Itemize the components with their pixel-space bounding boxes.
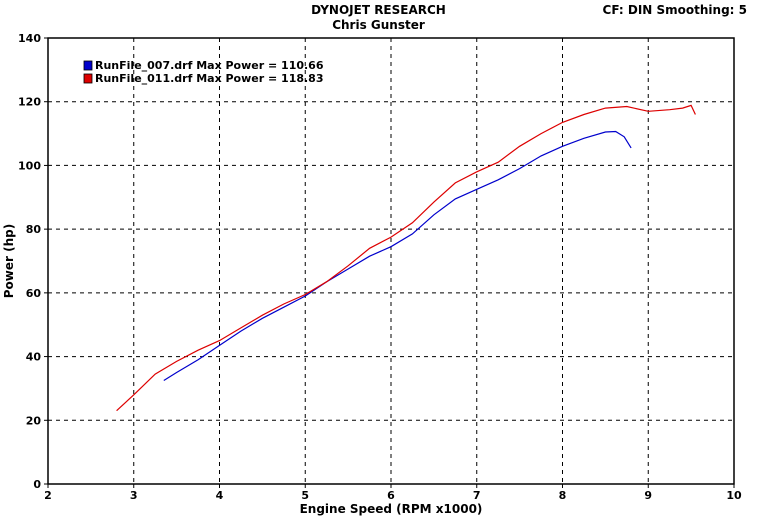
y-tick-label: 100: [18, 159, 41, 172]
grid: [48, 38, 734, 484]
legend: RunFile_007.drf Max Power = 110.66RunFil…: [83, 59, 324, 85]
y-axis-label: Power (hp): [2, 224, 16, 298]
y-tick-label: 80: [26, 223, 42, 236]
y-tick-label: 60: [26, 287, 42, 300]
correction-factor-info: CF: DIN Smoothing: 5: [602, 3, 747, 17]
x-tick-label: 3: [130, 489, 138, 502]
legend-label: RunFile_011.drf Max Power = 118.83: [95, 72, 324, 85]
x-tick-label: 2: [44, 489, 52, 502]
x-tick-label: 8: [559, 489, 567, 502]
y-tick-label: 0: [33, 478, 41, 491]
legend-label: RunFile_007.drf Max Power = 110.66: [95, 59, 324, 72]
series-line-2: [116, 104, 696, 412]
x-tick-label: 7: [473, 489, 481, 502]
x-tick-label: 10: [726, 489, 742, 502]
y-tick-label: 40: [26, 351, 42, 364]
chart-title: DYNOJET RESEARCH: [311, 3, 446, 17]
legend-swatch: [83, 60, 93, 71]
y-tick-label: 140: [18, 32, 41, 45]
x-tick-label: 4: [216, 489, 224, 502]
chart-subtitle: Chris Gunster: [332, 18, 425, 32]
x-axis-label: Engine Speed (RPM x1000): [300, 502, 483, 516]
series-layer: [116, 104, 696, 412]
y-tick-label: 20: [26, 414, 42, 427]
x-tick-label: 9: [644, 489, 652, 502]
legend-swatch: [83, 73, 93, 84]
series-line-1: [163, 130, 632, 382]
x-tick-label: 6: [387, 489, 395, 502]
y-tick-label: 120: [18, 96, 41, 109]
x-tick-label: 5: [301, 489, 309, 502]
